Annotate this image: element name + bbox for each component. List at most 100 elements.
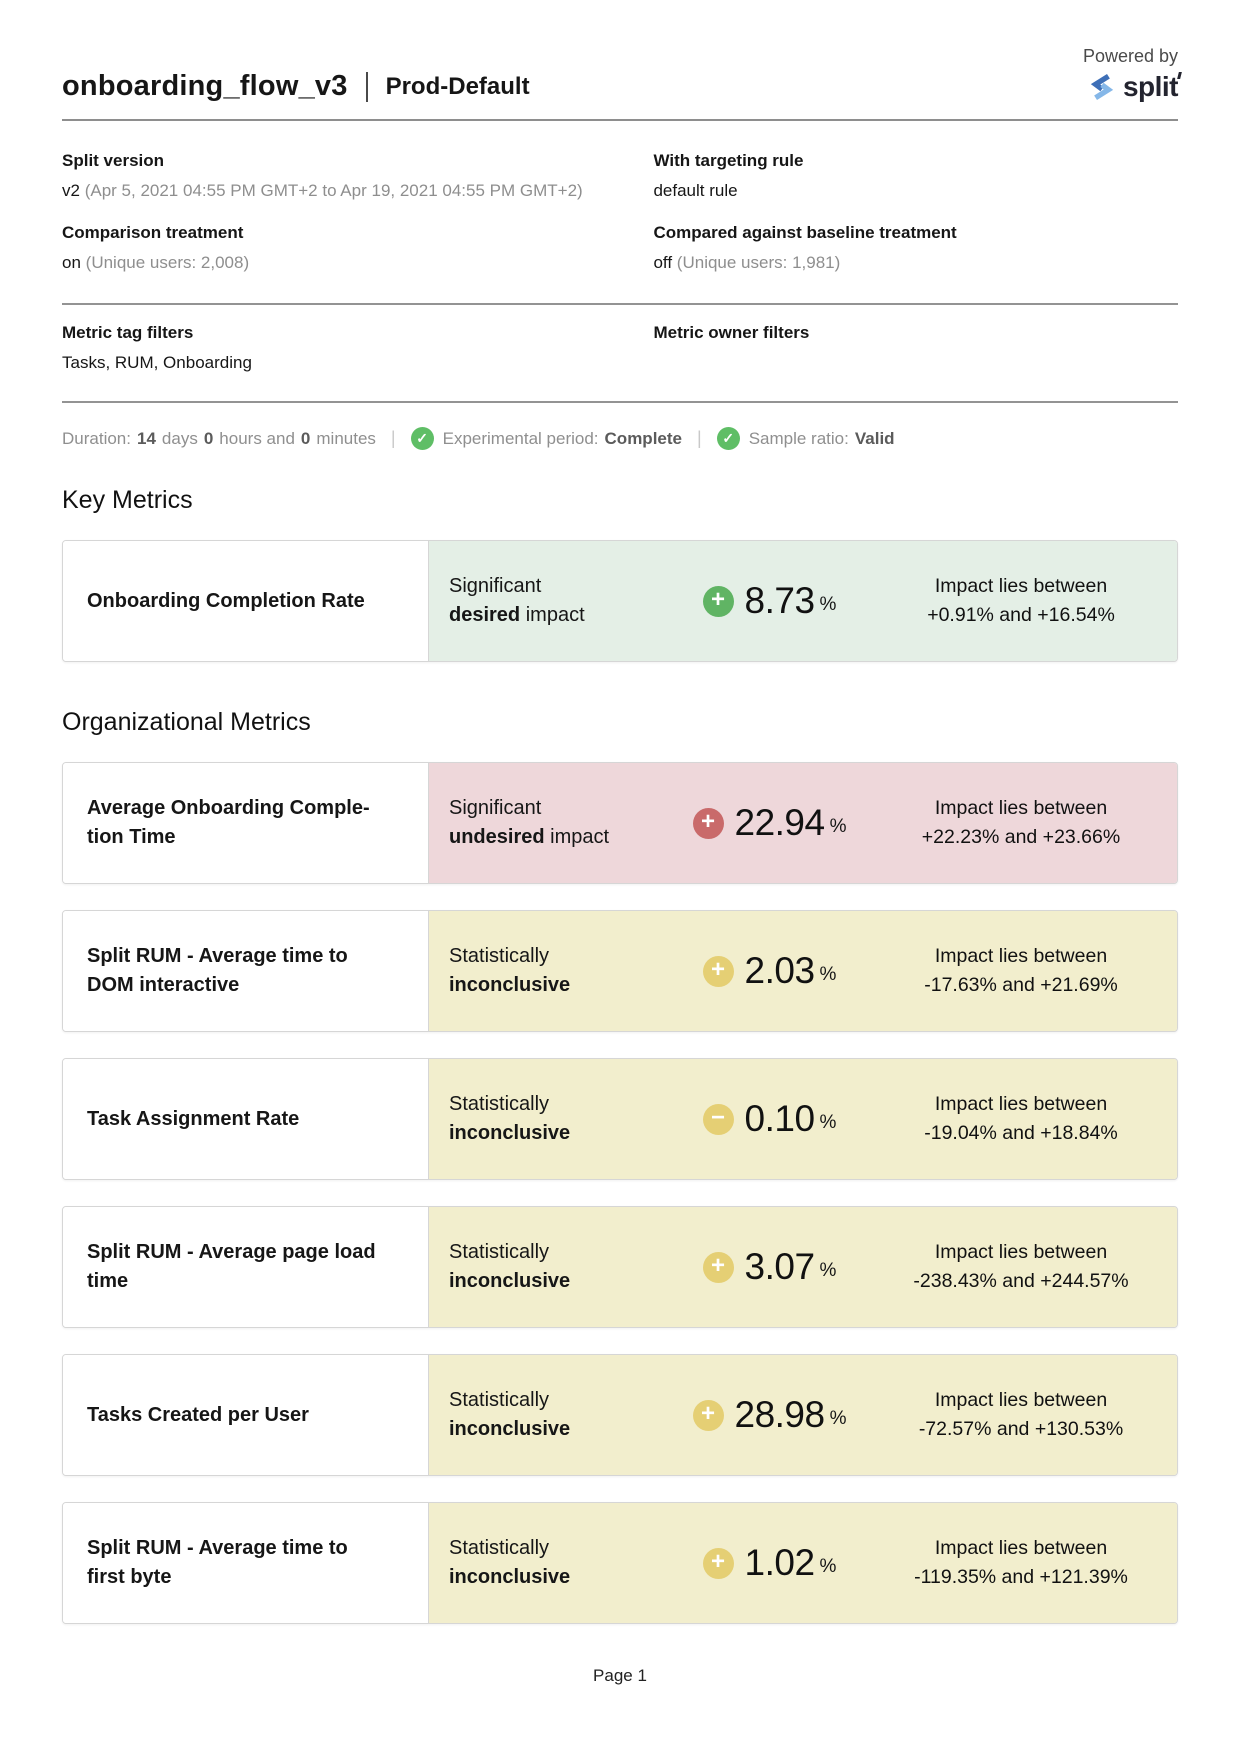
impact-range: Impact lies between -119.35% and +121.39…: [885, 1534, 1157, 1593]
split-logo: split: [1087, 71, 1179, 103]
duration-hours: 0: [203, 428, 214, 448]
baseline-treatment-label: Compared against baseline treatment: [653, 223, 957, 242]
metric-name-cell: Split RUM - Average page load time: [63, 1207, 429, 1327]
impact-range-line1: Impact lies between: [934, 574, 1108, 597]
baseline-treatment-field: Compared against baseline treatment off …: [653, 223, 1178, 273]
tag-filters-value: Tasks, RUM, Onboarding: [62, 353, 252, 372]
environment-name: Prod-Default: [385, 72, 530, 100]
report-page: onboarding_flow_v3 Prod-Default Powered …: [0, 0, 1240, 1716]
impact-value: 2.03: [744, 950, 816, 991]
metric-status-line1: Statistically: [449, 1389, 550, 1411]
split-version-value: v2 (Apr 5, 2021 04:55 PM GMT+2 to Apr 19…: [62, 181, 653, 201]
metric-status-bold: desired: [449, 604, 521, 626]
metric-status-line1: Significant: [449, 797, 542, 819]
impact-value: 0.10: [744, 1098, 816, 1139]
impact-range-line1: Impact lies between: [934, 796, 1108, 819]
brand-block: Powered by split: [1082, 46, 1179, 103]
sample-ratio-value: Valid: [854, 428, 895, 448]
metric-card: Split RUM - Average page load time Stati…: [62, 1206, 1178, 1328]
impact-range-line1: Impact lies between: [934, 1240, 1108, 1263]
comparison-treatment-field: Comparison treatment on (Unique users: 2…: [62, 223, 653, 273]
impact-range-line2: -238.43% and +244.57%: [913, 1270, 1129, 1292]
metric-name-cell: Split RUM - Average time to DOM interact…: [63, 911, 429, 1031]
metric-name: Task Assignment Rate: [87, 1107, 300, 1130]
impact-range-line2: -72.57% and +130.53%: [918, 1418, 1124, 1440]
sample-ratio-label: Sample ratio:: [748, 428, 849, 448]
impact-range-line1: Impact lies between: [934, 1536, 1108, 1559]
duration-prefix: Duration:: [62, 428, 131, 448]
duration-hours-unit: hours and: [219, 428, 295, 448]
impact-value: 1.02: [744, 1542, 816, 1583]
owner-filters-label: Metric owner filters: [653, 323, 810, 342]
targeting-rule-value: default rule: [653, 181, 738, 200]
metric-name: Tasks Created per User: [87, 1403, 309, 1426]
experiment-meta: Split version v2 (Apr 5, 2021 04:55 PM G…: [62, 151, 1178, 303]
split-version-label: Split version: [62, 151, 165, 170]
metric-name-cell: Split RUM - Average time to first byte: [63, 1503, 429, 1623]
impact-unit: %: [819, 1112, 837, 1133]
metric-status-line1: Statistically: [449, 1093, 550, 1115]
check-circle-icon: ✓: [410, 427, 434, 450]
metric-card: Tasks Created per User Statistically inc…: [62, 1354, 1178, 1476]
comparison-treatment-value: on (Unique users: 2,008): [62, 253, 653, 273]
metric-status: Statistically inconclusive: [449, 1090, 654, 1148]
targeting-rule-label: With targeting rule: [653, 151, 804, 170]
experimental-period-status: ✓ Experimental period: Complete: [410, 427, 682, 450]
metric-status: Statistically inconclusive: [449, 1534, 654, 1592]
metric-status-line2: inconclusive: [449, 1119, 654, 1148]
metric-status-line2: inconclusive: [449, 1415, 654, 1444]
summary-row: Duration: 14 days 0 hours and 0 minutes …: [62, 403, 1178, 456]
impact-range-line2: +22.23% and +23.66%: [921, 826, 1121, 848]
impact-unit: %: [829, 1408, 847, 1429]
impact-range-line1: Impact lies between: [934, 944, 1108, 967]
baseline-treatment-value: off (Unique users: 1,981): [653, 253, 1178, 273]
metric-card: Average Onboarding Comple- tion Time Sig…: [62, 762, 1178, 884]
metric-status-line1: Statistically: [449, 1241, 550, 1263]
metric-name-cell: Onboarding Completion Rate: [63, 541, 429, 661]
comparison-treatment-name: on: [62, 253, 81, 272]
impact-unit: %: [819, 594, 837, 615]
key-metrics-list: Onboarding Completion Rate Significant d…: [62, 540, 1178, 662]
metric-name: Onboarding Completion Rate: [87, 589, 365, 612]
impact-unit: %: [819, 1260, 837, 1281]
metric-status-line2: inconclusive: [449, 1267, 654, 1296]
impact-range: Impact lies between +0.91% and +16.54%: [885, 572, 1157, 631]
impact-range-line2: +0.91% and +16.54%: [927, 604, 1115, 626]
metric-status-line2: undesired impact: [449, 823, 654, 852]
impact-unit: %: [819, 964, 837, 985]
split-version-field: Split version v2 (Apr 5, 2021 04:55 PM G…: [62, 151, 653, 201]
separator-pipe: |: [390, 428, 396, 448]
minus-circle-icon: −: [702, 1103, 734, 1135]
owner-filters-field: Metric owner filters: [653, 323, 1178, 373]
metric-impact: + 28.98 %: [654, 1394, 885, 1436]
duration-days-unit: days: [161, 428, 198, 448]
metric-status-rest: impact: [520, 604, 585, 626]
baseline-treatment-name: off: [653, 253, 673, 272]
metric-status-rest: impact: [544, 826, 610, 848]
metric-impact: − 0.10 %: [654, 1098, 885, 1140]
metric-name-cell: Task Assignment Rate: [63, 1059, 429, 1179]
experimental-period-value: Complete: [604, 428, 682, 448]
metric-result-panel: Statistically inconclusive + 2.03 % Impa…: [429, 911, 1177, 1031]
impact-value: 22.94: [734, 802, 826, 843]
duration-minutes-unit: minutes: [316, 428, 376, 448]
plus-circle-icon: +: [692, 807, 724, 839]
tag-filters-label: Metric tag filters: [62, 323, 194, 342]
metric-status-line1: Significant: [449, 575, 542, 597]
plus-circle-icon: +: [702, 1547, 734, 1579]
title-divider: [365, 71, 368, 102]
metric-status-line1: Statistically: [449, 1537, 550, 1559]
metric-status: Statistically inconclusive: [449, 942, 654, 1000]
impact-unit: %: [819, 1556, 837, 1577]
sample-ratio-status: ✓ Sample ratio: Valid: [716, 427, 895, 450]
impact-value: 3.07: [744, 1246, 816, 1287]
report-header: onboarding_flow_v3 Prod-Default Powered …: [62, 46, 1179, 121]
metric-result-panel: Statistically inconclusive + 3.07 % Impa…: [429, 1207, 1177, 1327]
powered-by-label: Powered by: [1082, 46, 1178, 66]
metric-impact: + 1.02 %: [654, 1542, 885, 1584]
metric-result-panel: Significant desired impact + 8.73 % Impa…: [429, 541, 1177, 661]
metric-status-line2: inconclusive: [449, 971, 654, 1000]
impact-unit: %: [829, 816, 847, 837]
impact-value: 8.73: [744, 580, 816, 621]
metric-result-panel: Statistically inconclusive + 28.98 % Imp…: [429, 1355, 1177, 1475]
